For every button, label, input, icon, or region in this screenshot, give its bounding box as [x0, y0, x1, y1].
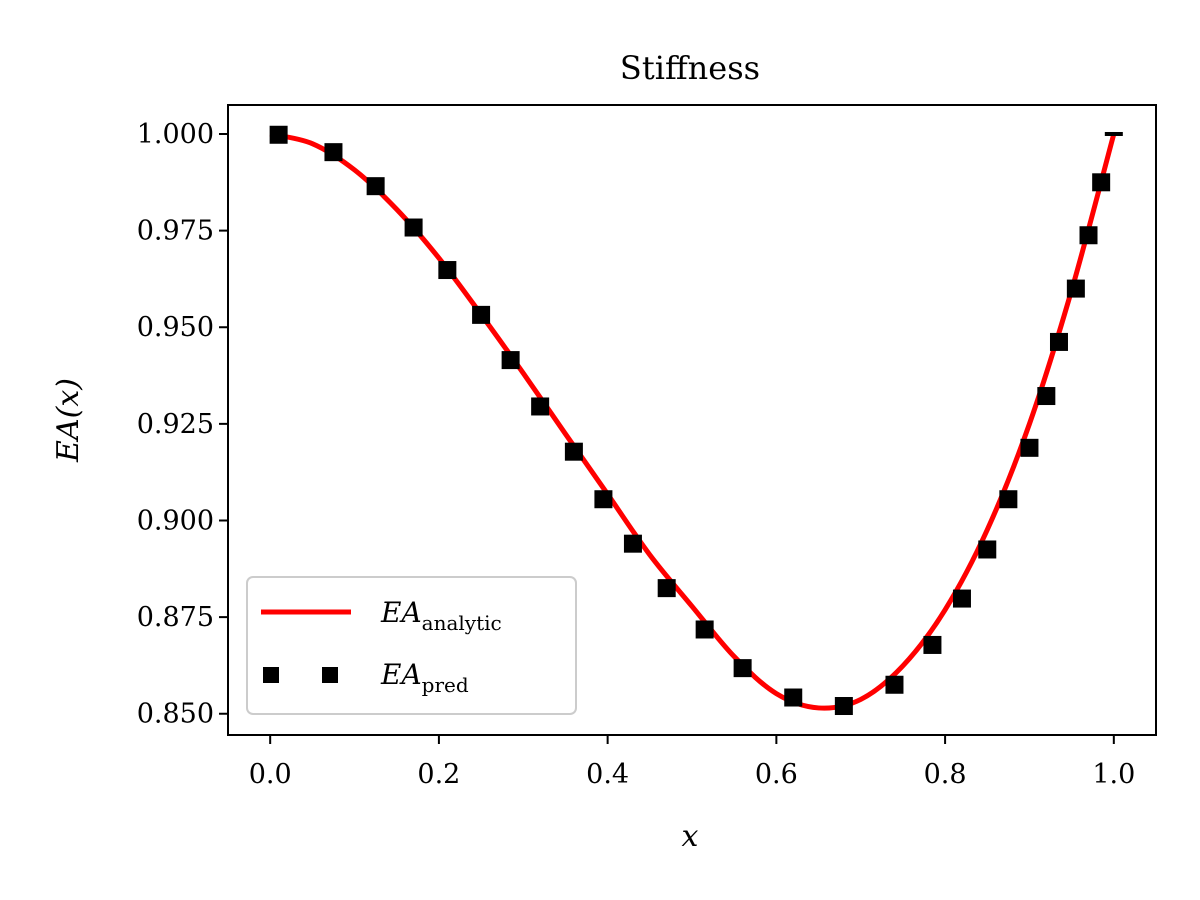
x-tick-label: 1.0 — [1092, 759, 1135, 790]
pred-marker — [1037, 387, 1056, 406]
legend-label-analytic-sub: analytic — [422, 611, 502, 635]
pred-marker — [999, 490, 1018, 509]
x-axis: 0.0 0.2 0.4 0.6 0.8 1.0 — [249, 735, 1135, 790]
pred-marker — [952, 589, 971, 608]
y-tick-label: 0.850 — [137, 699, 214, 730]
x-tick-label: 0.2 — [417, 759, 460, 790]
pred-marker — [923, 635, 942, 654]
pred-marker — [1066, 279, 1085, 298]
x-axis-label: x — [682, 819, 699, 854]
y-tick-label: 0.925 — [137, 409, 214, 440]
pred-marker — [531, 397, 550, 416]
pred-marker — [733, 659, 752, 678]
y-tick-label: 0.975 — [137, 216, 214, 247]
pred-marker — [438, 261, 457, 280]
pred-marker — [1092, 173, 1111, 192]
pred-marker — [657, 579, 676, 598]
series-layer — [269, 125, 1123, 716]
pred-marker — [324, 143, 343, 162]
legend: EAanalytic EApred — [246, 576, 577, 715]
pred-marker — [1104, 131, 1123, 136]
legend-label-pred-sub: pred — [422, 673, 469, 697]
y-axis-label: EA(x) — [51, 378, 86, 463]
x-tick-label: 0.0 — [249, 759, 292, 790]
pred-marker — [978, 540, 997, 559]
pred-marker — [784, 688, 803, 707]
pred-marker — [1049, 332, 1068, 351]
y-tick-label: 1.000 — [137, 119, 214, 150]
legend-marker-swatch-2 — [322, 667, 338, 683]
y-tick-label: 0.900 — [137, 505, 214, 536]
x-tick-label: 0.8 — [924, 759, 967, 790]
pred-marker — [564, 442, 583, 461]
legend-label-analytic: EAanalytic — [380, 596, 502, 635]
pred-marker — [594, 490, 613, 509]
pred-marker — [501, 351, 520, 370]
legend-marker-swatch-1 — [263, 667, 279, 683]
plot-frame — [227, 104, 1157, 736]
y-axis: 0.850 0.875 0.900 0.925 0.950 0.975 1.000 — [137, 119, 228, 730]
pred-marker — [269, 125, 288, 144]
pred-marker — [695, 620, 714, 639]
legend-label-pred: EApred — [380, 658, 469, 697]
pred-marker — [472, 305, 491, 324]
pred-marker — [366, 177, 385, 196]
legend-label-pred-main: EA — [380, 658, 422, 691]
pred-marker — [885, 675, 904, 694]
pred-marker — [834, 697, 853, 716]
y-tick-label: 0.950 — [137, 312, 214, 343]
x-tick-label: 0.4 — [586, 759, 629, 790]
pred-marker — [1020, 438, 1039, 457]
pred-marker — [404, 218, 423, 237]
chart-title: Stiffness — [620, 49, 760, 87]
x-tick-label: 0.6 — [755, 759, 798, 790]
pred-marker — [623, 534, 642, 553]
y-tick-label: 0.875 — [137, 602, 214, 633]
pred-marker — [1079, 226, 1098, 245]
legend-label-analytic-main: EA — [380, 596, 422, 629]
